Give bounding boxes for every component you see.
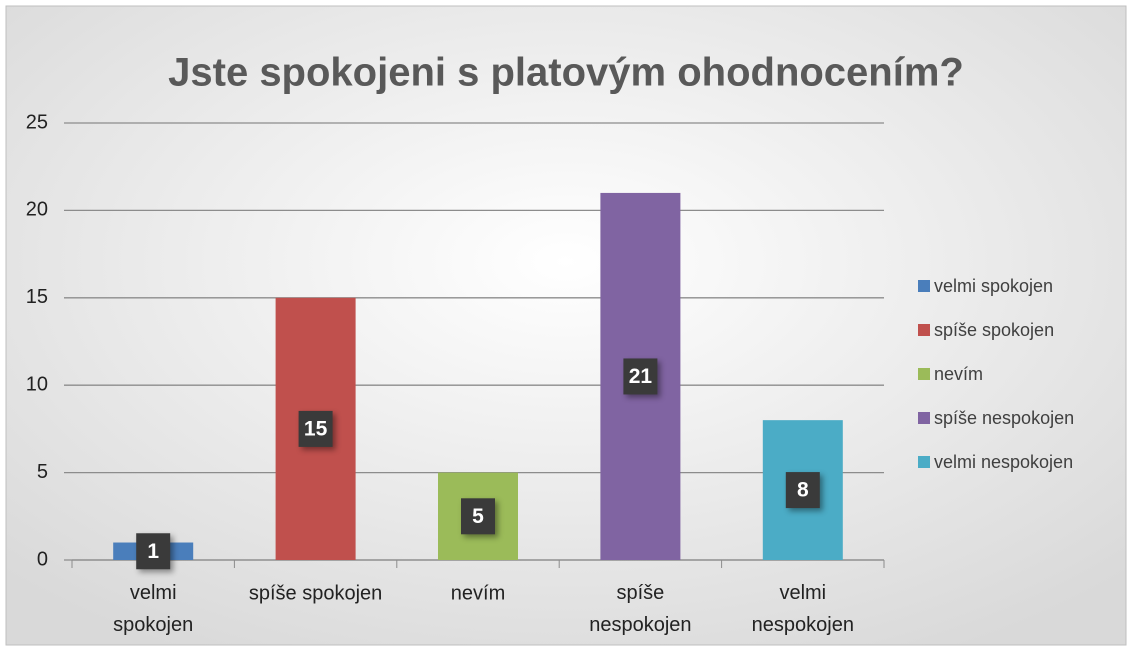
chart-background xyxy=(5,5,1127,646)
data-label-box xyxy=(785,472,820,509)
chart-title: Jste spokojeni s platovým ohodnocením? xyxy=(168,51,964,95)
x-tick-label: velmi spokojen xyxy=(113,582,193,636)
x-tick-label: nevím xyxy=(451,582,505,604)
y-tick-label: 25 xyxy=(26,111,48,133)
data-label-box xyxy=(136,533,171,570)
x-tick-label: spíše spokojen xyxy=(249,582,382,604)
legend-label: nevím xyxy=(934,364,983,384)
legend-swatch xyxy=(918,324,930,336)
legend-label: spíše spokojen xyxy=(934,320,1054,340)
data-label-box xyxy=(298,410,333,447)
x-tick-label: spíše nespokojen xyxy=(589,582,691,636)
legend-label: velmi nespokojen xyxy=(934,452,1073,472)
data-label: 5 xyxy=(472,505,484,528)
data-label: 1 xyxy=(147,540,159,563)
y-tick-label: 15 xyxy=(26,286,48,308)
data-label: 8 xyxy=(797,479,809,502)
legend-swatch xyxy=(918,368,930,380)
legend-swatch xyxy=(918,280,930,292)
data-label-box xyxy=(461,498,495,535)
legend-label: spíše nespokojen xyxy=(934,408,1074,428)
y-tick-label: 0 xyxy=(37,548,48,570)
y-tick-label: 20 xyxy=(26,199,48,221)
x-tick-label: velmi nespokojen xyxy=(752,582,854,636)
legend-swatch xyxy=(918,412,930,424)
data-label-box xyxy=(623,358,658,395)
data-label: 21 xyxy=(629,365,653,388)
y-tick-label: 5 xyxy=(37,461,48,483)
legend-swatch xyxy=(918,456,930,468)
data-label: 15 xyxy=(304,417,328,440)
legend-label: velmi spokojen xyxy=(934,276,1053,296)
y-tick-label: 10 xyxy=(26,373,48,395)
